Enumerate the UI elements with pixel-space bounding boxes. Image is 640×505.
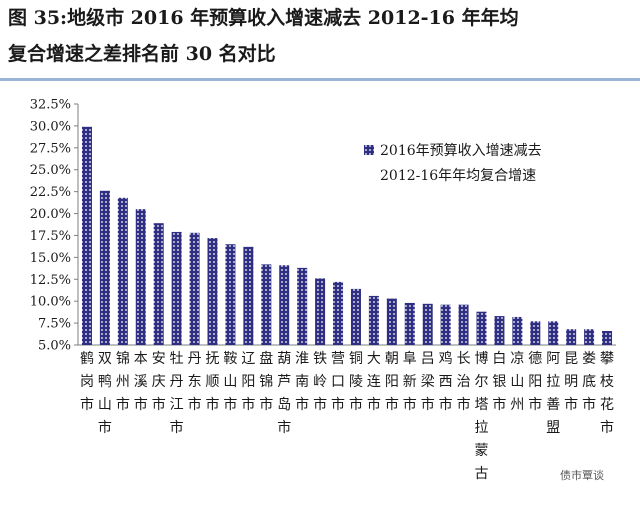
x-tick-label: 阜新市 xyxy=(403,350,417,413)
y-tick-label: 27.5% xyxy=(30,141,71,156)
y-tick-label: 10.0% xyxy=(30,295,71,310)
bar xyxy=(153,223,164,345)
x-tick-label: 攀枝花市 xyxy=(600,351,614,436)
x-tick-label: 本溪市 xyxy=(134,351,148,413)
bar xyxy=(261,264,272,345)
x-tick-label: 营口市 xyxy=(331,351,345,413)
bar xyxy=(512,316,523,345)
bar xyxy=(297,267,308,345)
x-tick-label: 德阳市 xyxy=(528,351,542,413)
bar xyxy=(494,316,505,345)
bar xyxy=(117,197,128,345)
legend-label-line2: 2012-16年年均复合增速 xyxy=(380,167,536,184)
bar xyxy=(189,232,200,345)
x-tick-label: 长治市 xyxy=(457,351,471,413)
x-tick-label: 凉山州 xyxy=(510,351,524,413)
x-tick-label: 朝阳市 xyxy=(385,351,399,413)
x-tick-label: 抚顺市 xyxy=(206,351,220,413)
bar xyxy=(440,304,451,345)
x-tick-label: 鞍山市 xyxy=(223,351,237,413)
bar xyxy=(81,126,92,345)
bar xyxy=(225,244,236,345)
bar xyxy=(279,265,290,345)
x-tick-label: 辽阳市 xyxy=(241,351,255,413)
bar xyxy=(530,321,541,345)
bar xyxy=(368,295,379,345)
y-tick-label: 32.5% xyxy=(30,98,71,113)
x-tick-label: 安庆市 xyxy=(152,351,166,413)
bar xyxy=(548,321,559,345)
watermark: 债市覃谈 xyxy=(560,469,604,482)
x-tick-label: 鹤岗市 xyxy=(80,351,94,413)
bar xyxy=(476,311,487,345)
bar xyxy=(422,303,433,345)
y-tick-label: 25.0% xyxy=(30,163,71,178)
y-tick-label: 17.5% xyxy=(30,229,71,244)
bar xyxy=(386,298,397,345)
bar xyxy=(99,190,110,345)
bar xyxy=(350,288,361,345)
x-tick-label: 丹东市 xyxy=(188,351,202,413)
x-tick-label: 锦州市 xyxy=(116,350,130,413)
x-tick-label: 双鸭山市 xyxy=(98,351,112,436)
y-tick-label: 7.5% xyxy=(38,317,71,332)
y-tick-label: 20.0% xyxy=(30,207,71,222)
bar xyxy=(566,329,577,345)
x-tick-label: 盘锦市 xyxy=(259,350,273,413)
bar xyxy=(171,231,182,345)
chart-title-line2: 复合增速之差排名前 30 名对比 xyxy=(8,43,276,65)
x-tick-label: 阿拉善盟 xyxy=(546,351,560,436)
x-tick-label: 吕梁市 xyxy=(421,351,435,413)
x-tick-label: 淮南市 xyxy=(295,351,309,413)
y-tick-label: 22.5% xyxy=(30,185,71,200)
y-tick-label: 5.0% xyxy=(38,339,71,354)
bar xyxy=(458,304,469,345)
title-divider xyxy=(0,78,640,81)
legend-label-line1: 2016年预算收入增速减去 xyxy=(380,143,542,159)
x-tick-label: 铁岭市 xyxy=(313,351,327,413)
x-tick-label: 铜陵市 xyxy=(349,351,363,413)
x-tick-label: 牡丹江市 xyxy=(170,351,184,436)
bar xyxy=(135,209,146,345)
y-tick-label: 30.0% xyxy=(30,119,71,134)
bar xyxy=(602,330,613,345)
x-tick-label: 鸡西市 xyxy=(439,350,453,413)
bar xyxy=(404,302,415,345)
bar xyxy=(333,281,344,345)
chart-title-line1: 图 35:地级市 2016 年预算收入增速减去 2012-16 年年均 xyxy=(8,7,519,29)
bar xyxy=(315,278,326,345)
legend-swatch xyxy=(364,145,374,155)
x-tick-label: 博尔塔拉蒙古 xyxy=(475,350,489,482)
x-tick-label: 白银市 xyxy=(492,351,506,413)
x-tick-label: 昆明市 xyxy=(564,351,578,413)
bar xyxy=(207,238,218,345)
legend: 2016年预算收入增速减去 2012-16年年均复合增速 xyxy=(364,143,542,184)
bar xyxy=(243,246,254,345)
bar xyxy=(584,329,595,345)
y-tick-label: 12.5% xyxy=(30,273,71,288)
y-tick-label: 15.0% xyxy=(30,251,71,266)
x-tick-label: 葫芦岛市 xyxy=(277,351,291,436)
x-tick-label: 娄底市 xyxy=(582,351,596,413)
x-tick-label: 大连市 xyxy=(367,351,381,413)
